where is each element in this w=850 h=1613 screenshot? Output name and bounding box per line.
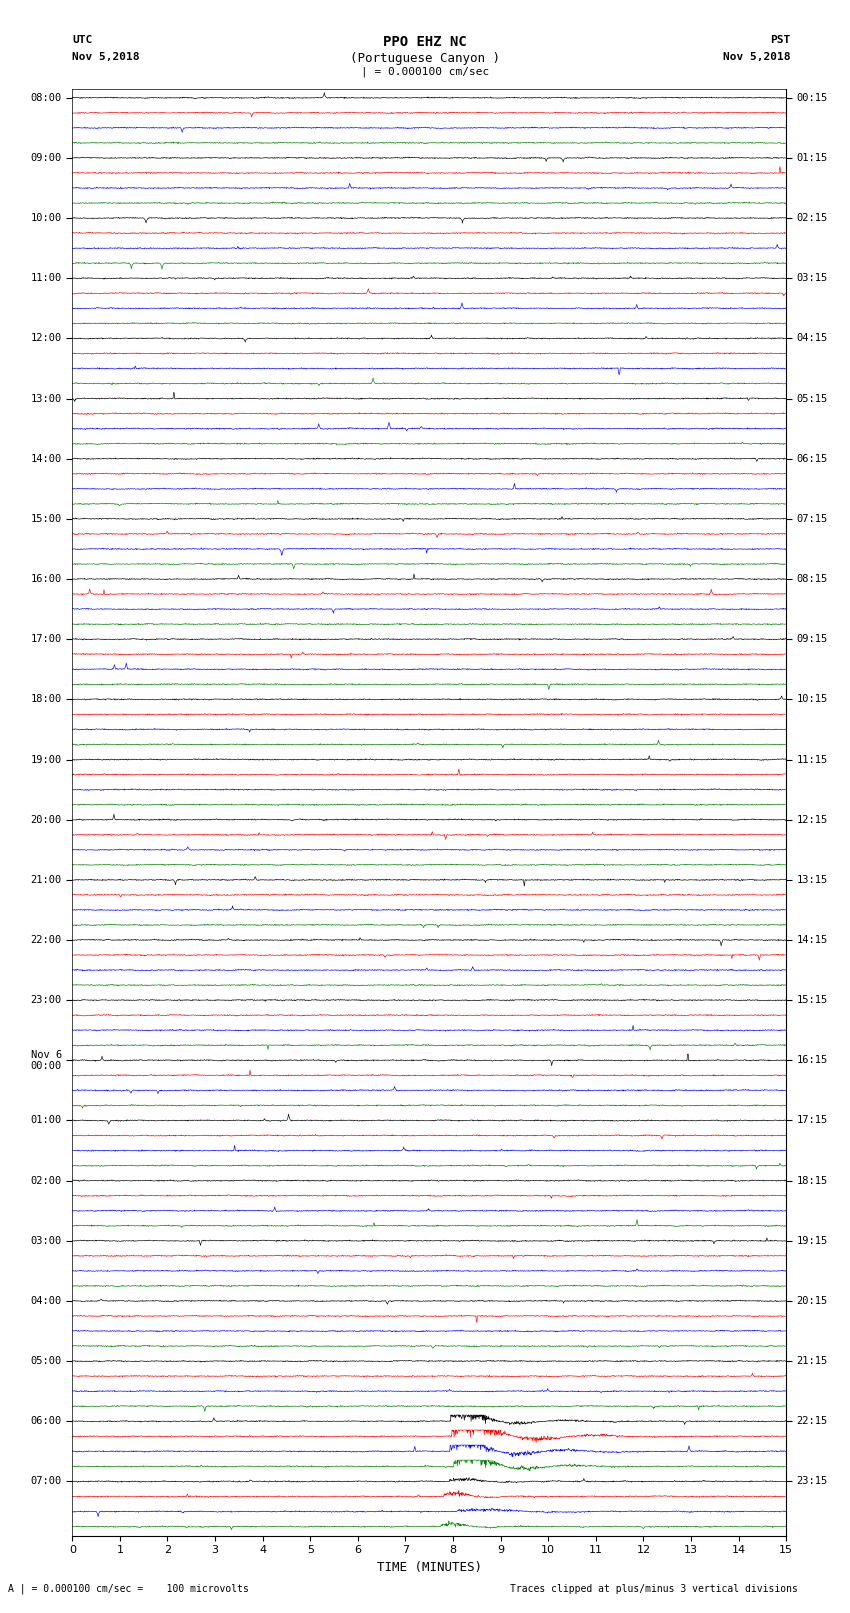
Text: A | = 0.000100 cm/sec =    100 microvolts: A | = 0.000100 cm/sec = 100 microvolts <box>8 1582 249 1594</box>
Text: Nov 5,2018: Nov 5,2018 <box>72 52 139 61</box>
Text: Traces clipped at plus/minus 3 vertical divisions: Traces clipped at plus/minus 3 vertical … <box>510 1584 798 1594</box>
Text: Nov 5,2018: Nov 5,2018 <box>723 52 791 61</box>
Text: UTC: UTC <box>72 35 93 45</box>
Text: | = 0.000100 cm/sec: | = 0.000100 cm/sec <box>361 66 489 77</box>
Text: PST: PST <box>770 35 790 45</box>
X-axis label: TIME (MINUTES): TIME (MINUTES) <box>377 1561 482 1574</box>
Text: PPO EHZ NC: PPO EHZ NC <box>383 35 467 50</box>
Text: (Portuguese Canyon ): (Portuguese Canyon ) <box>350 52 500 65</box>
